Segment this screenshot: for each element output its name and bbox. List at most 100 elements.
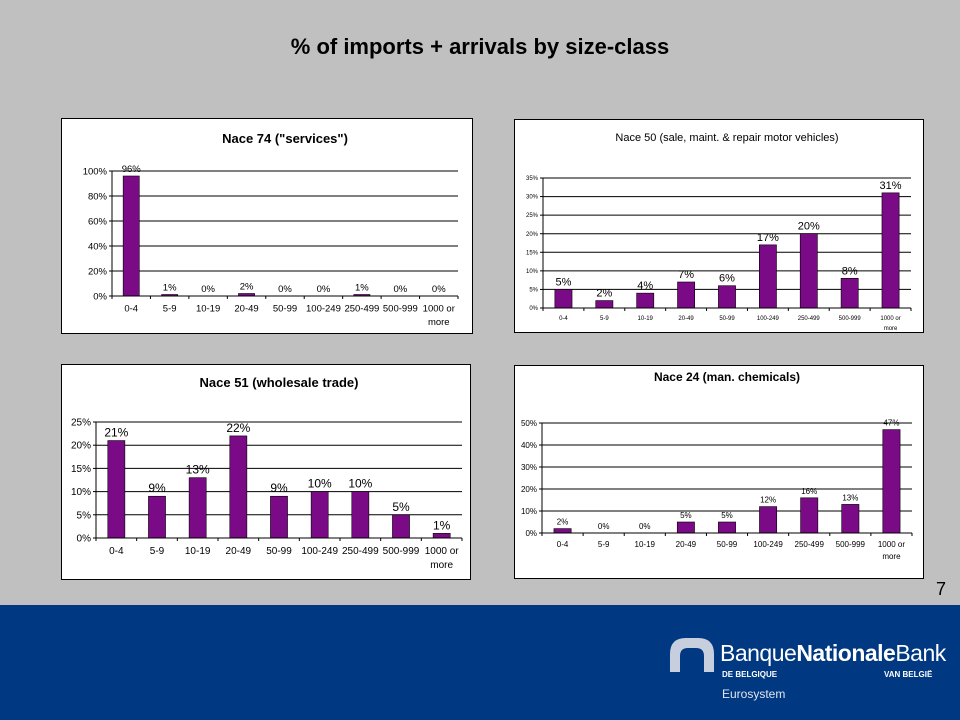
chart-nace51: Nace 51 (wholesale trade) 0% 5% 10% 15% 20% 25…: [61, 364, 471, 580]
logo-mark-icon: [670, 638, 714, 672]
bar: [636, 292, 655, 309]
x-tick-label: 0-4: [124, 304, 138, 315]
data-label: 6%: [719, 273, 735, 285]
data-label: 22%: [226, 421, 250, 435]
bar: [799, 233, 818, 309]
x-tick-label: 1000 or more: [878, 540, 905, 561]
brand-network: Eurosystem: [722, 687, 786, 701]
bar: [718, 285, 736, 309]
data-label: 31%: [880, 180, 902, 192]
x-tick-label: 10-19: [196, 304, 220, 315]
data-label: 0%: [317, 284, 331, 295]
x-tick-label: 10-19: [638, 316, 654, 322]
y-tick-label: 20%: [526, 232, 539, 238]
x-tick-label: 500-999: [383, 304, 418, 315]
bar: [122, 175, 140, 297]
bar: [882, 429, 901, 534]
y-tick-label: 25%: [526, 213, 539, 219]
chart-title: Nace 51 (wholesale trade): [200, 375, 359, 390]
brand-suffix: Bank: [895, 640, 946, 666]
y-tick-label: 5%: [529, 288, 538, 294]
brand-sub-left: DE BELGIQUE: [722, 670, 778, 679]
x-tick-label: 20-49: [676, 540, 697, 549]
bar: [107, 440, 126, 539]
data-label: 2%: [240, 282, 254, 293]
y-tick-label: 0%: [525, 529, 537, 538]
x-tick-label: 1000 or more: [423, 304, 455, 329]
bar: [310, 491, 329, 539]
bar: [229, 435, 248, 539]
data-label: 0%: [639, 522, 651, 531]
x-tick-label: 0-4: [559, 316, 568, 322]
x-tick-label: 100-249: [757, 316, 780, 322]
y-tick-label: 25%: [71, 418, 91, 429]
data-label: 20%: [798, 221, 820, 233]
chart-svg: Nace 24 (man. chemicals) 0% 10% 20% 30% 40% 50…: [521, 370, 913, 561]
y-tick-label: 15%: [526, 250, 539, 256]
data-label: 1%: [355, 283, 369, 294]
data-label: 9%: [270, 481, 288, 495]
data-label: 13%: [842, 493, 858, 502]
bar: [676, 521, 695, 534]
data-label: 2%: [596, 288, 612, 300]
y-tick-label: 80%: [88, 191, 108, 202]
chart-svg: Nace 74 ("services") 0% 20% 40% 60% 80% 100% 96…: [83, 131, 459, 329]
bar: [595, 300, 614, 309]
data-label: 5%: [721, 511, 733, 520]
x-tick-label: 10-19: [635, 540, 656, 549]
bank-logo: BanqueNationaleBank DE BELGIQUE VAN BELG…: [668, 632, 946, 704]
y-tick-label: 20%: [88, 266, 108, 277]
y-tick-label: 20%: [71, 441, 91, 452]
bar: [432, 533, 451, 539]
x-tick-label: 50-99: [266, 546, 292, 557]
brand-sub-right: VAN BELGIË: [884, 670, 933, 679]
chart-title: Nace 74 ("services"): [222, 131, 348, 146]
bar: [148, 495, 166, 539]
page-title: % of imports + arrivals by size-class: [290, 34, 670, 59]
data-label: 4%: [637, 280, 653, 292]
data-label: 0%: [201, 284, 215, 295]
x-tick-label: 250-499: [795, 540, 825, 549]
y-tick-label: 0%: [77, 534, 92, 545]
x-tick-label: 50-99: [717, 540, 738, 549]
data-label: 5%: [680, 511, 692, 520]
data-label: 16%: [801, 487, 817, 496]
x-tick-label: 100-249: [753, 540, 783, 549]
bar: [841, 504, 860, 534]
data-label: 2%: [557, 518, 569, 527]
bar: [881, 192, 900, 309]
chart-nace24: Nace 24 (man. chemicals) 0% 10% 20% 30% 40% 50…: [514, 365, 924, 579]
x-tick-label: 50-99: [273, 304, 297, 315]
y-tick-label: 10%: [526, 269, 539, 275]
chart-title: Nace 50 (sale, maint. & repair motor veh…: [615, 132, 838, 144]
data-label: 0%: [432, 284, 446, 295]
bar: [270, 495, 288, 539]
x-tick-label: 20-49: [226, 546, 252, 557]
y-tick-label: 10%: [521, 507, 537, 516]
data-label: 12%: [760, 496, 776, 505]
y-tick-label: 30%: [526, 195, 539, 201]
data-label: 1%: [433, 518, 451, 532]
x-tick-label: 5-9: [163, 304, 177, 315]
data-label: 13%: [186, 463, 210, 477]
y-tick-label: 30%: [521, 463, 537, 472]
data-label: 10%: [308, 477, 332, 491]
data-label: 1%: [163, 283, 177, 294]
data-label: 5%: [555, 276, 571, 288]
brand-prefix: Banque: [720, 640, 797, 666]
bar: [677, 281, 695, 309]
data-label: 21%: [104, 426, 128, 440]
data-label: 0%: [598, 522, 610, 531]
data-label: 10%: [348, 477, 372, 491]
data-label: 0%: [393, 284, 407, 295]
x-tick-label: 100-249: [301, 546, 338, 557]
x-tick-label: 500-999: [383, 546, 420, 557]
y-tick-label: 40%: [521, 441, 537, 450]
x-tick-label: 100-249: [306, 304, 341, 315]
bar: [759, 244, 777, 309]
y-tick-label: 35%: [526, 176, 539, 182]
bar: [392, 514, 410, 539]
x-tick-label: 20-49: [678, 316, 694, 322]
x-tick-label: 500-999: [836, 540, 866, 549]
x-tick-label: 50-99: [719, 316, 735, 322]
